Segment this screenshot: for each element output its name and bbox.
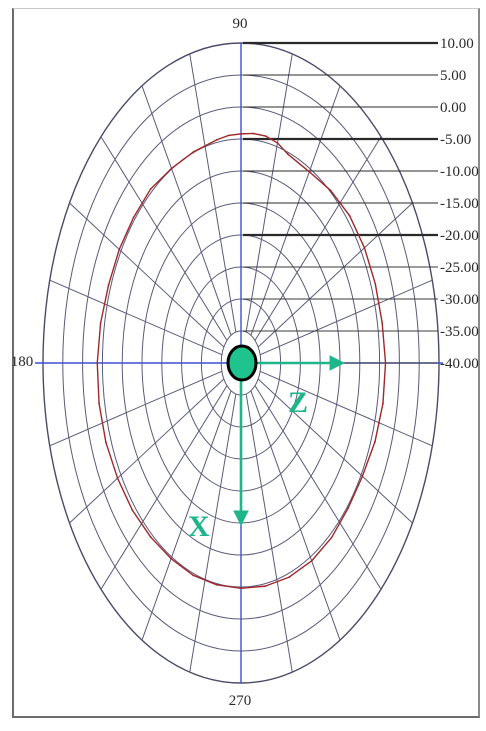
series-point <box>348 214 351 217</box>
series-point <box>264 585 267 588</box>
radial-tick-label: -20.00 <box>440 228 479 244</box>
series-line <box>96 132 387 589</box>
series-point <box>192 574 195 577</box>
grid-spoke <box>259 279 433 356</box>
grid-spoke <box>245 53 293 333</box>
series-point <box>347 507 349 510</box>
series-point <box>363 246 366 249</box>
angle-label-270: 270 <box>229 693 252 709</box>
angle-label-180: 180 <box>11 354 34 370</box>
angle-label-90: 90 <box>233 16 248 32</box>
series-point <box>116 477 119 480</box>
series-point <box>264 135 267 138</box>
grid-spoke <box>100 136 228 341</box>
radial-tick-label: -40.00 <box>440 356 479 372</box>
series-layer <box>96 132 387 590</box>
grid-spoke <box>141 390 232 641</box>
radial-tick-label: -30.00 <box>440 292 479 308</box>
series-point <box>131 509 134 512</box>
chart-frame <box>12 8 480 718</box>
grid-spoke <box>257 378 413 524</box>
angle-labels: 90 180 270 <box>11 16 252 709</box>
grid-spoke <box>189 53 237 333</box>
series-point <box>99 322 102 324</box>
radial-tick-label: -15.00 <box>440 196 479 212</box>
grid-spoke <box>189 393 237 673</box>
series-point <box>132 216 135 219</box>
series-point <box>118 248 121 251</box>
series-point <box>96 362 99 364</box>
series-point <box>310 559 313 562</box>
grid-spoke <box>49 279 223 356</box>
radial-tick-label: -10.00 <box>440 164 479 180</box>
series-point <box>149 188 152 190</box>
radial-tick-label: -5.00 <box>440 132 471 148</box>
radial-tick-label: -25.00 <box>440 260 479 276</box>
grid-spoke <box>69 202 225 348</box>
series-point <box>252 132 255 135</box>
series-point <box>308 170 311 173</box>
series-point <box>381 321 384 324</box>
grid-spoke <box>245 393 293 673</box>
grid-spoke <box>100 385 228 590</box>
grid-spoke <box>257 202 413 348</box>
series-point <box>192 151 195 153</box>
radial-tick-label: 10.00 <box>440 36 474 52</box>
x-axis-label: X <box>188 510 210 543</box>
series-point <box>170 557 173 560</box>
radial-tick-label: 5.00 <box>440 68 466 84</box>
origin-sensor-icon <box>226 344 258 382</box>
series-point <box>215 583 218 586</box>
grid-spoke <box>141 85 232 336</box>
grid-spoke <box>250 390 341 641</box>
grid-spoke <box>259 370 433 447</box>
series-point <box>105 441 107 444</box>
series-point <box>374 283 377 285</box>
series-point <box>287 153 289 156</box>
series-point <box>276 142 279 144</box>
z-axis-label: Z <box>288 386 308 419</box>
series-point <box>374 440 376 443</box>
radial-tick-labels: 10.00 5.00 0.00 -5.00 -10.00 -15.00 -20.00 -25.… <box>440 36 479 372</box>
series-point <box>288 576 291 578</box>
series-point <box>215 138 218 141</box>
grid-spoke <box>49 370 223 447</box>
series-point <box>330 536 333 539</box>
series-point <box>240 132 242 135</box>
grid-spoke <box>69 378 225 524</box>
radial-tick-label: 0.00 <box>440 100 466 116</box>
axis-overlay: Z X <box>188 344 346 543</box>
series-point <box>384 362 387 364</box>
series-point <box>170 167 173 170</box>
radial-tick-label: -35.00 <box>440 324 479 340</box>
series-point <box>329 189 332 192</box>
series-point <box>149 536 152 538</box>
series-point <box>98 402 100 405</box>
series-point <box>227 134 230 137</box>
series-point <box>240 587 242 590</box>
series-point <box>107 284 110 286</box>
grid-spoke <box>254 385 382 590</box>
series-point <box>382 402 384 405</box>
series-point <box>361 475 364 478</box>
grid-spoke <box>250 85 341 336</box>
